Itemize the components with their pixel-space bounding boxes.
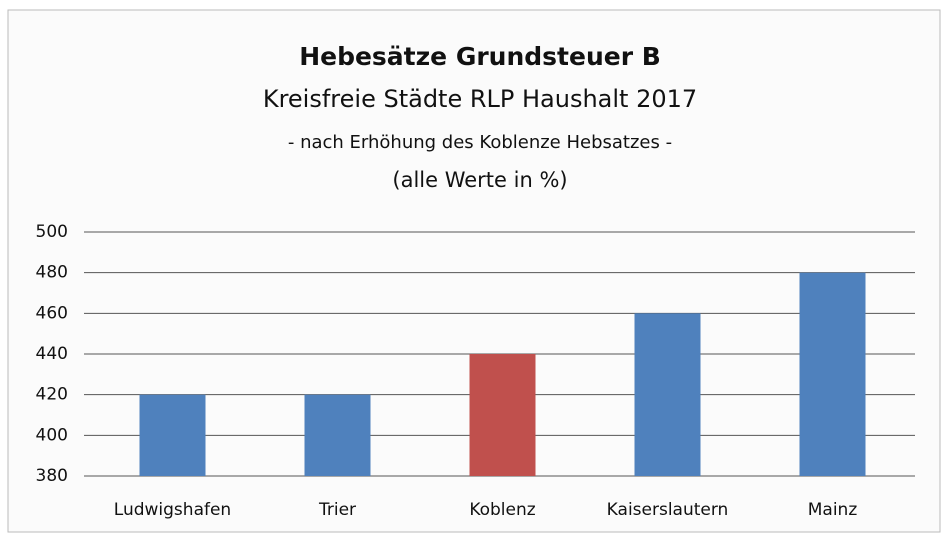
- bar: [634, 313, 701, 476]
- y-tick-label: 420: [36, 385, 68, 405]
- y-tick-label: 480: [36, 263, 68, 283]
- chart-subtitle: Kreisfreie Städte RLP Haushalt 2017: [263, 85, 697, 113]
- bar: [139, 394, 206, 476]
- y-tick-label: 500: [36, 222, 68, 242]
- chart-subtitle: - nach Erhöhung des Koblenze Hebsatzes -: [288, 132, 672, 153]
- y-tick-label: 440: [36, 344, 68, 364]
- x-tick-label: Kaiserslautern: [607, 500, 729, 520]
- chart-subtitle: (alle Werte in %): [392, 168, 567, 192]
- x-tick-label: Mainz: [808, 500, 858, 520]
- bar: [799, 272, 866, 476]
- bar: [469, 354, 536, 476]
- y-tick-label: 380: [36, 466, 68, 486]
- y-tick-label: 460: [36, 303, 68, 323]
- bar: [304, 394, 371, 476]
- x-tick-label: Koblenz: [469, 500, 535, 520]
- y-tick-label: 400: [36, 425, 68, 445]
- x-tick-label: Ludwigshafen: [114, 500, 231, 520]
- chart-title: Hebesätze Grundsteuer B: [299, 42, 661, 71]
- x-tick-label: Trier: [318, 500, 356, 520]
